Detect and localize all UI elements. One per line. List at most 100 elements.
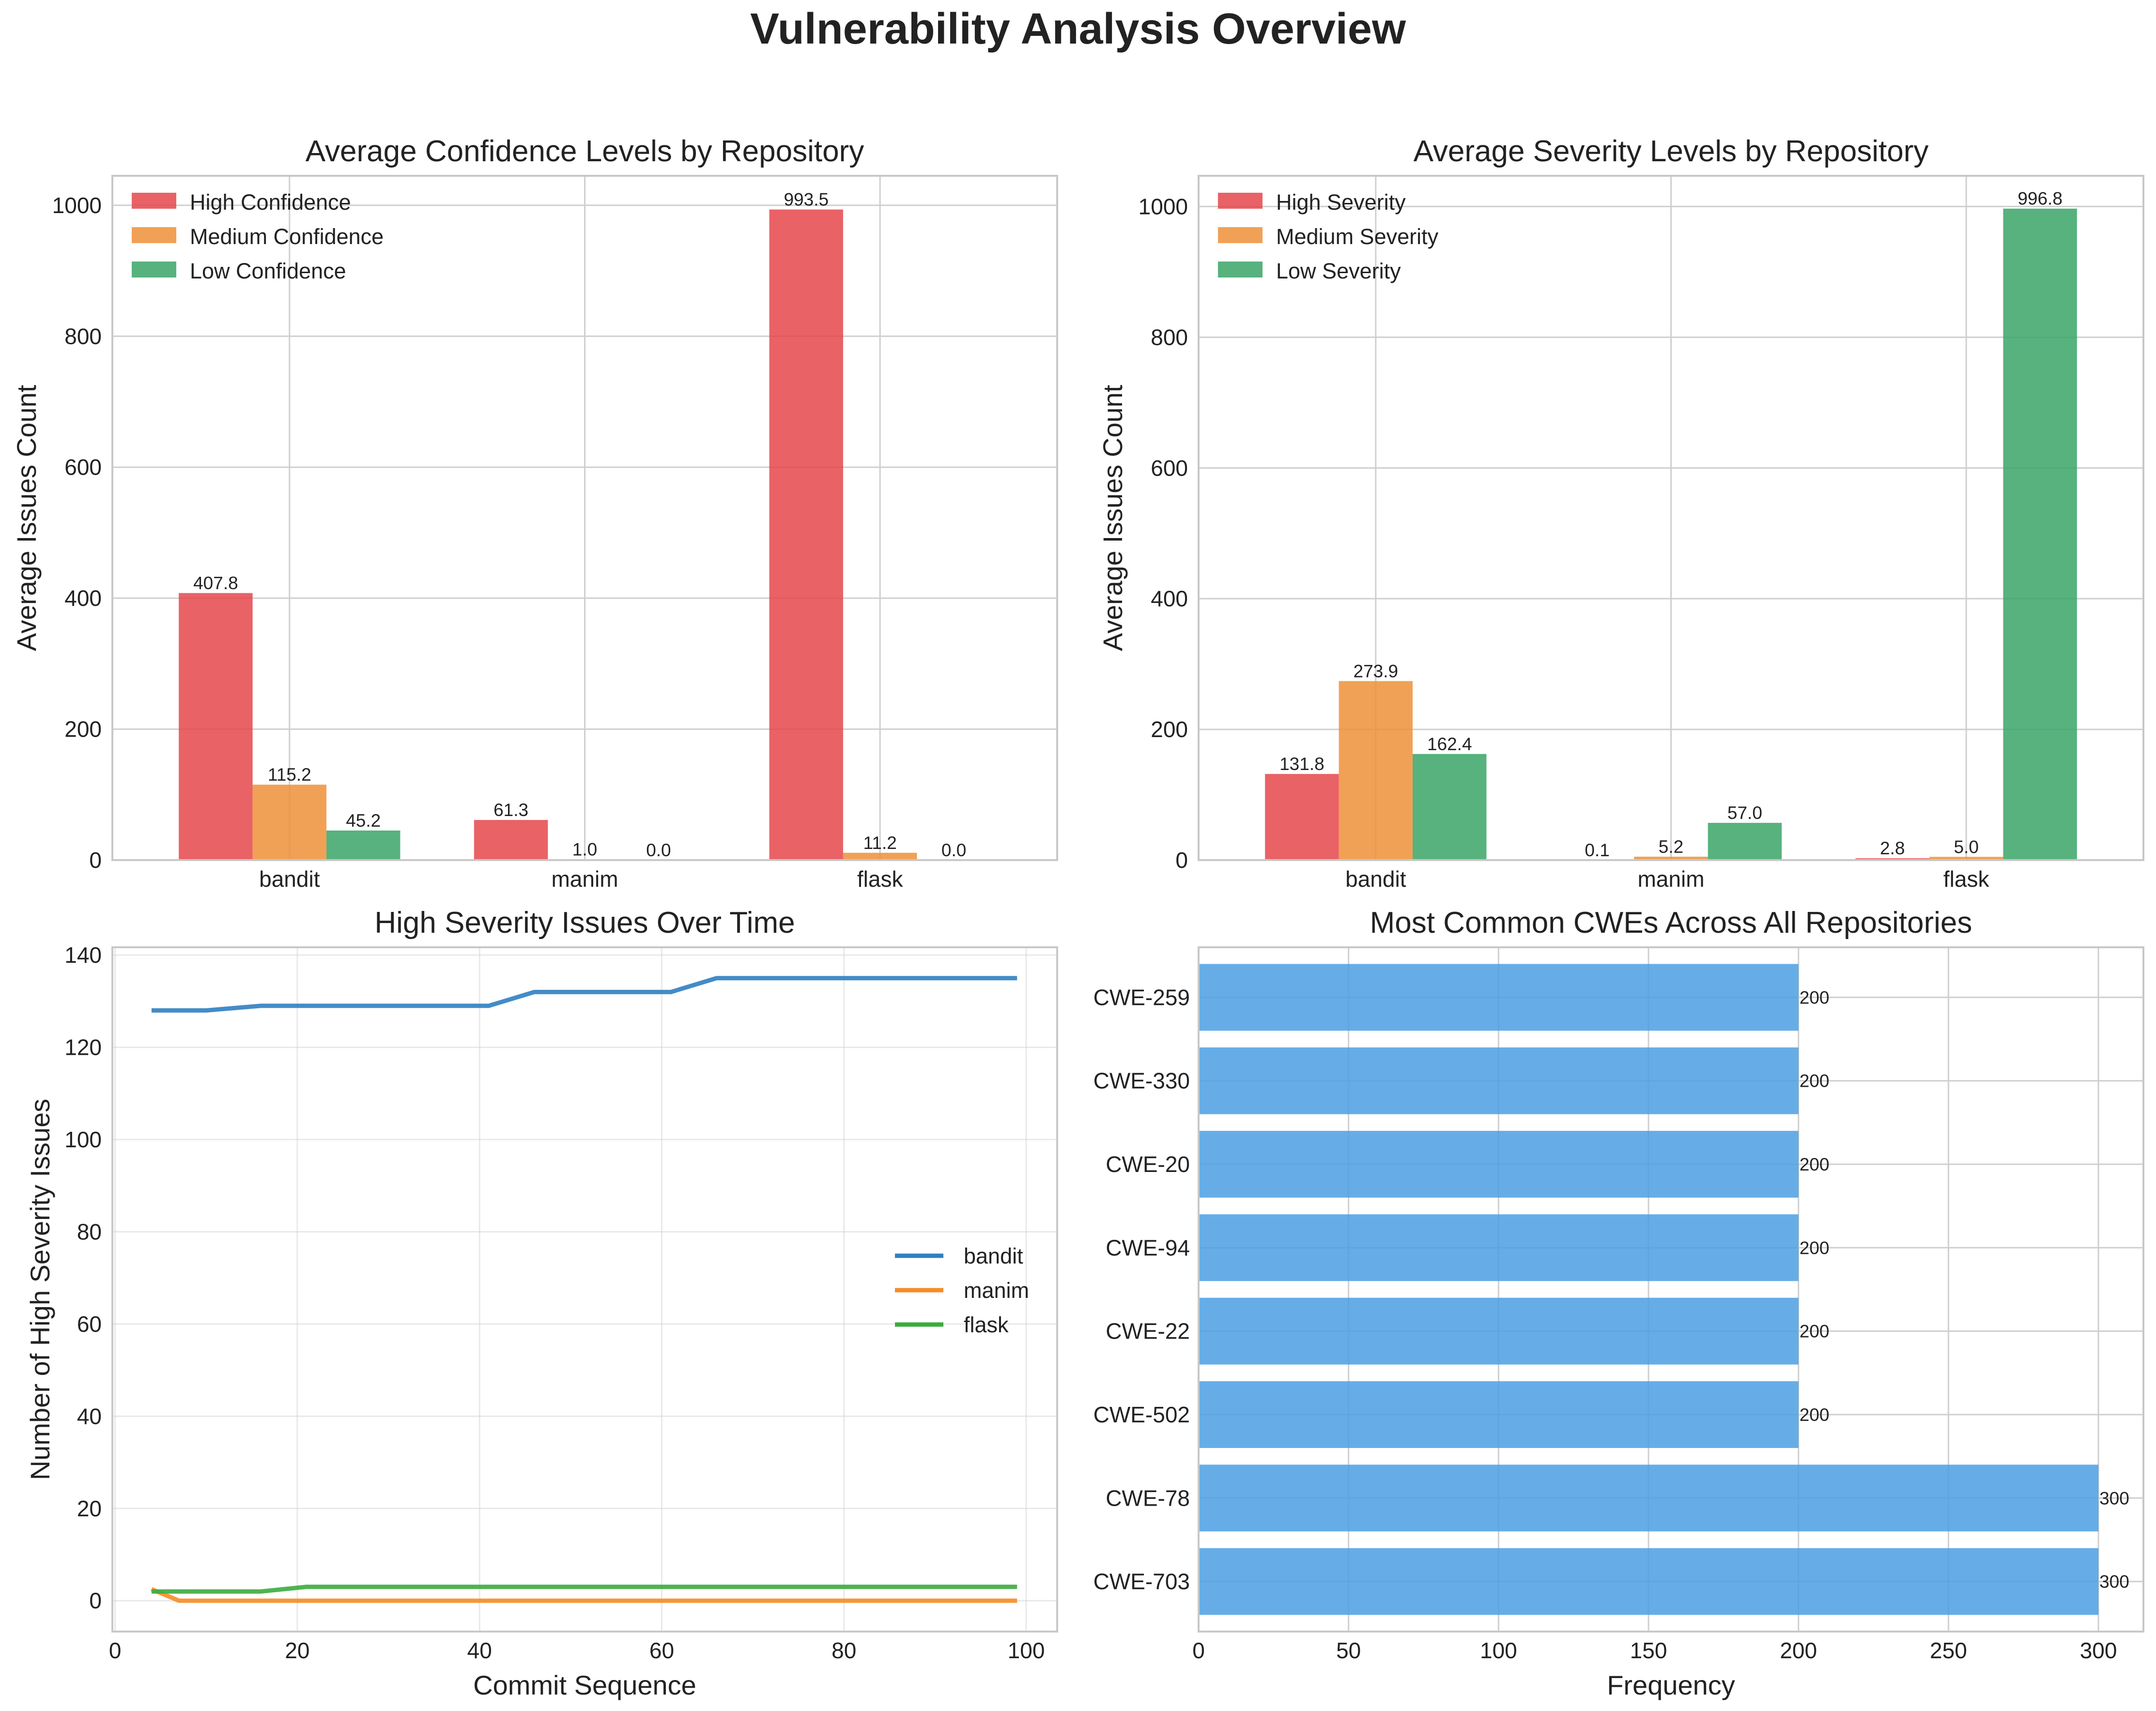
data-label: 11.2 (863, 833, 897, 853)
bar-cwe-20 (1199, 1131, 1799, 1198)
data-label: 0.0 (941, 840, 966, 860)
legend-label-flask: flask (964, 1312, 1009, 1337)
y-tick-label: 40 (77, 1403, 102, 1429)
x-tick-label: 200 (1780, 1638, 1817, 1663)
bar-medium-confidence-bandit (252, 785, 327, 860)
y-tick-label: 1000 (52, 193, 102, 218)
x-tick-label-bandit: bandit (259, 866, 320, 892)
bar-cwe-78 (1199, 1464, 2099, 1532)
plot-frame (111, 946, 1058, 1633)
legend-swatch-medium-confidence (132, 227, 176, 243)
y-axis-label: Average Issues Count (11, 385, 42, 651)
y-tick-label: 400 (1151, 586, 1188, 611)
high-severity-over-time-chart: 0 20 40 60 80 100 0 20 40 60 80 100 120 140 High Sever… (25, 906, 1058, 1700)
data-label: 300 (2099, 1488, 2129, 1508)
legend-label-low-confidence: Low Confidence (190, 259, 346, 283)
legend-label-manim: manim (964, 1278, 1029, 1303)
y-tick-label: 0 (1175, 848, 1188, 873)
legend-swatch-medium-severity (1218, 227, 1263, 243)
legend-swatch-high-confidence (132, 193, 176, 209)
bar-high-confidence-bandit (179, 593, 253, 860)
x-tick-label: 100 (1008, 1638, 1045, 1663)
y-axis-label: Average Issues Count (1097, 385, 1128, 651)
x-tick-label: 40 (467, 1638, 492, 1663)
bar-low-severity-flask (2003, 208, 2077, 860)
legend-label-high-confidence: High Confidence (190, 190, 351, 215)
plot-frame (1198, 175, 2144, 861)
y-tick-label: 800 (64, 324, 102, 349)
x-tick-label: 100 (1480, 1638, 1517, 1663)
x-tick-label: 150 (1630, 1638, 1667, 1663)
panel-title: High Severity Issues Over Time (374, 906, 795, 940)
y-tick-label: 600 (64, 455, 102, 480)
y-tick-label: 100 (64, 1127, 102, 1152)
y-tick-label: 200 (64, 717, 102, 742)
legend-label-medium-confidence: Medium Confidence (190, 224, 384, 249)
y-tick-label: 140 (64, 942, 102, 968)
x-tick-label-manim: manim (551, 866, 618, 892)
data-label: 200 (1800, 1155, 1830, 1174)
plot-frame (111, 175, 1058, 861)
bar-cwe-94 (1199, 1214, 1799, 1281)
y-tick-label-cwe-330: CWE-330 (1093, 1068, 1190, 1094)
bar-medium-severity-manim (1634, 856, 1708, 860)
data-label: 2.8 (1880, 838, 1905, 858)
data-label: 200 (1800, 1322, 1830, 1341)
y-tick-label: 800 (1151, 324, 1188, 350)
y-tick-label: 0 (89, 848, 102, 873)
y-tick-label-cwe-502: CWE-502 (1093, 1402, 1190, 1427)
bar-low-severity-bandit (1413, 754, 1487, 860)
legend-label-medium-severity: Medium Severity (1276, 224, 1439, 249)
bar-cwe-703 (1199, 1548, 2099, 1615)
data-label: 200 (1800, 987, 1830, 1007)
x-axis-label: Commit Sequence (473, 1670, 696, 1700)
bar-high-confidence-flask (769, 209, 843, 861)
y-axis-label: Number of High Severity Issues (25, 1099, 55, 1480)
y-tick-label: 60 (77, 1311, 102, 1337)
legend-swatch-low-severity (1218, 262, 1263, 277)
common-cwes-chart: 0 50 100 150 200 250 300 200 CWE-259 200 CWE-330 20… (1093, 906, 2144, 1700)
x-tick-label-flask: flask (857, 866, 904, 892)
bar-medium-severity-bandit (1339, 681, 1413, 860)
y-tick-label-cwe-20: CWE-20 (1106, 1152, 1190, 1177)
y-tick-label: 200 (1151, 717, 1188, 742)
legend-label-low-severity: Low Severity (1276, 259, 1401, 283)
data-label: 1.0 (572, 840, 597, 860)
x-tick-label: 300 (2080, 1638, 2117, 1663)
x-tick-label: 80 (832, 1638, 856, 1663)
data-label: 57.0 (1727, 803, 1762, 823)
data-label: 407.8 (193, 573, 238, 593)
bar-cwe-330 (1199, 1047, 1799, 1114)
bar-low-confidence-bandit (326, 830, 400, 860)
bar-cwe-22 (1199, 1297, 1799, 1365)
data-label: 61.3 (493, 800, 528, 820)
x-tick-label: 0 (109, 1638, 122, 1663)
panel-title: Average Confidence Levels by Repository (306, 135, 864, 168)
x-tick-label: 250 (1930, 1638, 1967, 1663)
data-label: 273.9 (1354, 661, 1399, 681)
plot-frame (1198, 946, 2144, 1633)
bar-high-confidence-manim (474, 820, 548, 860)
legend-swatch-low-confidence (132, 262, 176, 277)
data-label: 200 (1800, 1238, 1830, 1258)
data-label: 0.0 (646, 840, 671, 860)
y-tick-label-cwe-703: CWE-703 (1093, 1569, 1190, 1594)
y-tick-label-cwe-78: CWE-78 (1106, 1485, 1190, 1511)
y-tick-label-cwe-22: CWE-22 (1106, 1319, 1190, 1344)
data-label: 993.5 (784, 190, 829, 210)
x-tick-label: 0 (1192, 1638, 1205, 1663)
y-tick-label: 0 (89, 1588, 102, 1613)
series-line-bandit (151, 976, 1017, 1013)
bar-low-severity-manim (1708, 823, 1782, 860)
legend-label-high-severity: High Severity (1276, 190, 1406, 215)
data-label: 45.2 (346, 811, 381, 831)
confidence-chart: 0 200 400 600 800 1000 bandit manim flask 407.8 61… (11, 135, 1058, 892)
panel-title: Most Common CWEs Across All Repositories (1370, 906, 1972, 940)
y-tick-label: 1000 (1139, 194, 1188, 219)
bar-cwe-502 (1199, 1381, 1799, 1448)
panel-title: Average Severity Levels by Repository (1414, 135, 1929, 168)
data-label: 131.8 (1279, 754, 1324, 774)
data-label: 200 (1800, 1405, 1830, 1425)
y-tick-label: 80 (77, 1219, 102, 1244)
